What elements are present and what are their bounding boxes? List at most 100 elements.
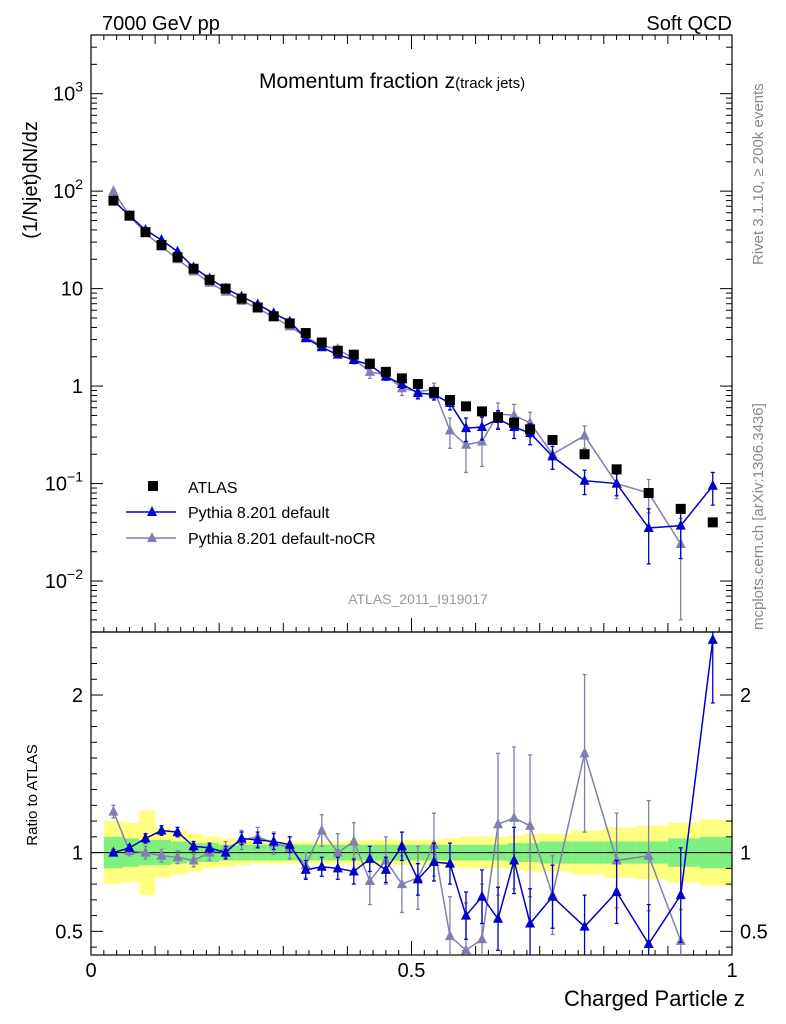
xlabel: Charged Particle z (564, 986, 745, 1011)
data-point (332, 345, 343, 356)
data-point (124, 841, 135, 852)
legend-marker-atlas (148, 481, 158, 491)
main-plot-area: 10−2 10−1 1 10 102 103 (45, 34, 733, 633)
data-point (509, 811, 520, 822)
y-tick-label: 10−2 (45, 566, 83, 593)
data-point (643, 522, 654, 533)
data-point (460, 438, 471, 449)
main-title: Momentum fraction z(track jets) (259, 70, 525, 93)
data-point (252, 302, 263, 313)
data-point (268, 835, 279, 846)
watermark: ATLAS_2011_I919017 (348, 591, 488, 607)
data-point (579, 920, 590, 931)
x-tick-label: 1 (726, 960, 737, 982)
legend-marker-nocr (147, 532, 157, 542)
data-point (220, 283, 231, 294)
data-point (675, 503, 686, 514)
data-point (547, 890, 558, 901)
data-point (460, 401, 471, 412)
legend-label-default: Pythia 8.201 default (188, 505, 330, 522)
data-point (204, 274, 215, 285)
legend: ATLAS Pythia 8.201 default Pythia 8.201 … (126, 480, 376, 548)
data-point (348, 349, 359, 360)
data-point (412, 386, 423, 397)
data-point (579, 747, 590, 758)
data-point (364, 852, 375, 863)
data-point (412, 873, 423, 884)
y-tick-exponent: 3 (75, 79, 83, 95)
data-point (396, 373, 407, 384)
data-point (547, 434, 558, 445)
data-point (124, 210, 135, 221)
data-point (547, 450, 558, 461)
rivet-label: Rivet 3.1.10, ≥ 200k events (750, 83, 767, 265)
data-point (156, 240, 167, 251)
data-point (188, 263, 199, 274)
data-point (525, 424, 536, 435)
data-point (525, 416, 536, 427)
data-point (477, 421, 488, 432)
data-point (477, 406, 488, 417)
data-point (707, 633, 718, 644)
data-point (460, 944, 471, 955)
data-point (643, 849, 654, 860)
data-point (707, 517, 718, 528)
data-point (611, 885, 622, 896)
data-point (444, 857, 455, 868)
data-point (140, 227, 151, 238)
data-point (525, 917, 536, 928)
data-point (284, 318, 295, 329)
y-tick-label: 1 (72, 843, 83, 865)
data-point (236, 293, 247, 304)
data-point (675, 519, 686, 530)
data-point (643, 488, 654, 499)
data-point (348, 865, 359, 876)
data-point (380, 863, 391, 874)
legend-label-atlas: ATLAS (188, 480, 238, 497)
main-ylabel: (1/Njet)dN/dz (20, 121, 42, 239)
data-point (364, 874, 375, 885)
data-point (444, 394, 455, 405)
data-point (348, 835, 359, 846)
data-point (579, 429, 590, 440)
data-point (493, 412, 504, 423)
data-point (332, 846, 343, 857)
data-point (300, 328, 311, 339)
y-tick-label: 1 (72, 376, 83, 398)
data-point (188, 854, 199, 865)
data-point (316, 824, 327, 835)
data-point (509, 409, 520, 420)
y-tick-label-right: 2 (740, 685, 751, 707)
y-tick-label-right: 0.5 (740, 921, 768, 943)
data-point (428, 386, 439, 397)
data-point (428, 856, 439, 867)
data-point (579, 449, 590, 460)
data-point (364, 365, 375, 376)
y-tick-exponent: −2 (67, 566, 83, 582)
header-left: 7000 GeV pp (102, 13, 220, 35)
data-point (300, 863, 311, 874)
y-tick-label: 10 (61, 279, 83, 301)
data-point (284, 838, 295, 849)
series-line (112, 750, 682, 952)
ratio-frame (90, 631, 733, 956)
data-point (611, 854, 622, 865)
data-point (140, 846, 151, 857)
data-point (108, 846, 119, 857)
y-tick-exponent: 2 (75, 176, 83, 192)
data-point (412, 379, 423, 390)
data-point (525, 819, 536, 830)
data-point (707, 479, 718, 490)
data-point (611, 464, 622, 475)
data-point (140, 832, 151, 843)
x-tick-label: 0.5 (398, 960, 426, 982)
data-point (643, 937, 654, 948)
data-point (188, 840, 199, 851)
data-point (396, 878, 407, 889)
data-point (380, 366, 391, 377)
data-point (108, 805, 119, 816)
data-point (108, 185, 119, 196)
data-point (477, 890, 488, 901)
data-point (444, 424, 455, 435)
